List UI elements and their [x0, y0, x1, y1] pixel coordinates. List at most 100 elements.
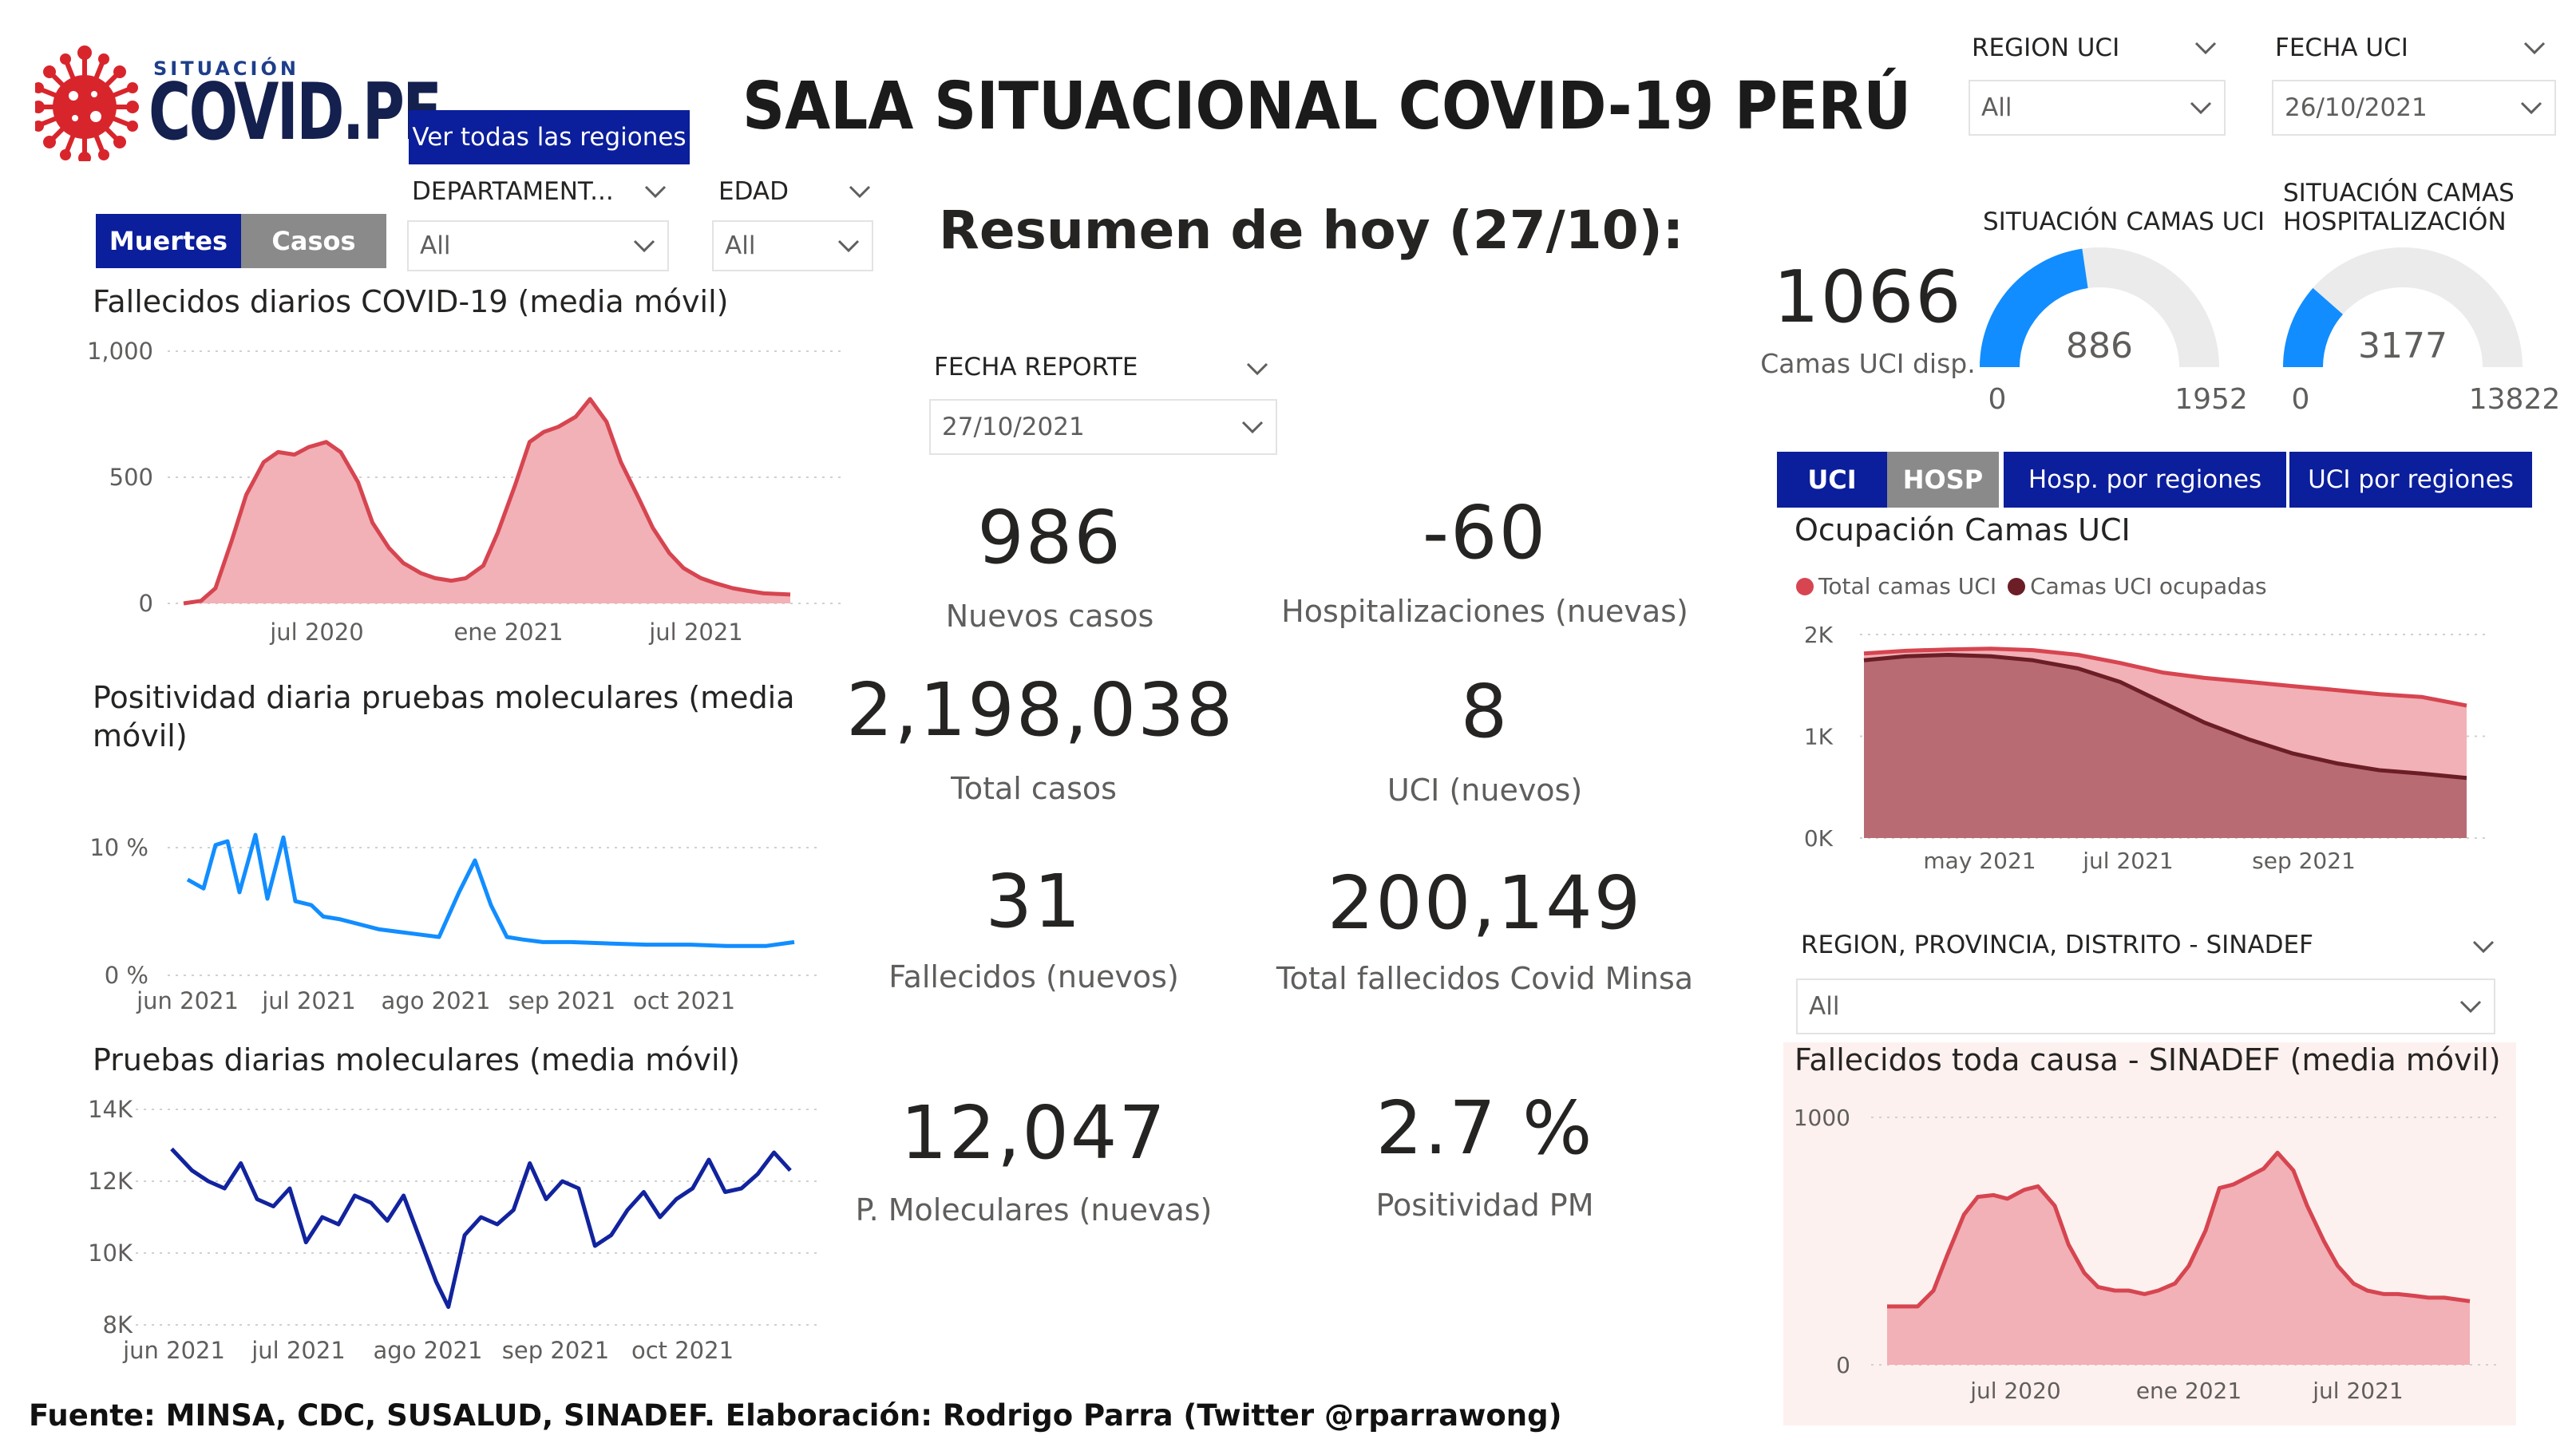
- y-tick-label: 12K: [88, 1168, 133, 1195]
- gauge-max: 13822: [2469, 383, 2561, 416]
- x-tick-label: jun 2021: [136, 987, 239, 1014]
- x-tick-label: sep 2021: [502, 1337, 609, 1364]
- chevron-down-icon[interactable]: [2471, 939, 2495, 955]
- logo-text: COVID.PE: [148, 67, 442, 158]
- ocupacion-chart-title: Ocupación Camas UCI: [1794, 512, 2131, 548]
- sinadef-chart-title: Fallecidos toda causa - SINADEF (media m…: [1794, 1042, 2501, 1077]
- edad-dropdown[interactable]: All: [712, 220, 873, 271]
- chevron-down-icon[interactable]: [2194, 40, 2218, 56]
- departamento-dropdown[interactable]: All: [407, 220, 669, 271]
- pruebas-nuevas-label: P. Moleculares (nuevas): [855, 1192, 1213, 1228]
- gauge-value: 886: [2066, 326, 2133, 366]
- uci-nuevos-value: 8: [1460, 669, 1510, 754]
- sinadef-slicer-label: REGION, PROVINCIA, DISTRITO - SINADEF: [1801, 931, 2313, 959]
- y-tick-label: 0K: [1804, 825, 1834, 852]
- x-tick-label: ago 2021: [382, 987, 491, 1014]
- x-tick-label: jun 2021: [122, 1337, 225, 1364]
- series-line: [1863, 646, 2467, 708]
- positividad-chart: 10 % 0 %jun 2021 jul 2021 ago 2021 sep 2021 o…: [89, 832, 822, 1014]
- total-fallecidos-label: Total fallecidos Covid Minsa: [1276, 961, 1694, 996]
- camas-uci-value: 1066: [1773, 255, 1963, 339]
- x-tick-label: sep 2021: [508, 987, 615, 1014]
- nuevos-casos-value: 986: [977, 495, 1122, 580]
- y-tick-label: 1,000: [87, 338, 153, 365]
- gauge-min: 0: [1988, 383, 2007, 416]
- hosp-regiones-button[interactable]: Hosp. por regiones: [2004, 452, 2286, 508]
- gauge-fill: [2283, 287, 2343, 367]
- legend-dot-icon: [1796, 577, 1814, 595]
- series-line: [183, 397, 791, 606]
- series-line: [186, 832, 795, 948]
- total-casos-label: Total casos: [951, 771, 1117, 806]
- uci-nuevos-label: UCI (nuevos): [1387, 773, 1583, 808]
- footer-source: Fuente: MINSA, CDC, SUSALUD, SINADEF. El…: [29, 1398, 1562, 1433]
- sinadef-dropdown[interactable]: All: [1796, 979, 2495, 1034]
- y-tick-label: 0 %: [105, 962, 148, 989]
- ocupacion-legend: Total camas UCI Camas UCI ocupadas: [1796, 573, 2267, 599]
- uci-toggle[interactable]: UCI: [1777, 452, 1887, 508]
- pruebas-nuevas-value: 12,047: [900, 1090, 1167, 1176]
- legend-ocupadas-uci: Camas UCI ocupadas: [2030, 573, 2267, 599]
- region-uci-value: All: [1981, 93, 2012, 122]
- fecha-uci-dropdown[interactable]: 26/10/2021: [2272, 80, 2556, 136]
- fecha-uci-value: 26/10/2021: [2285, 93, 2428, 122]
- x-tick-label: ago 2021: [374, 1337, 483, 1364]
- x-tick-label: oct 2021: [633, 987, 735, 1014]
- chevron-down-icon[interactable]: [848, 184, 872, 200]
- x-tick-label: sep 2021: [2252, 848, 2356, 874]
- gauge-min: 0: [2292, 383, 2310, 416]
- fecha-reporte-dropdown[interactable]: 27/10/2021: [929, 399, 1277, 455]
- hospitalizaciones-value: -60: [1422, 490, 1548, 575]
- logo-subtitle: SITUACIÓN: [153, 57, 299, 80]
- chevron-down-icon[interactable]: [2523, 40, 2546, 56]
- gauge-track: [2283, 247, 2523, 367]
- y-tick-label: 0: [1836, 1352, 1850, 1378]
- chevron-down-icon: [837, 239, 860, 253]
- x-tick-label: ene 2021: [453, 619, 563, 646]
- fecha-reporte-label: FECHA REPORTE: [934, 353, 1138, 382]
- all-regions-button[interactable]: Ver todas las regiones: [409, 110, 690, 164]
- x-tick-label: may 2021: [1923, 848, 2036, 874]
- muertes-toggle[interactable]: Muertes: [96, 214, 241, 268]
- x-tick-label: jul 2021: [251, 1337, 346, 1364]
- positividad-pm-label: Positividad PM: [1375, 1188, 1594, 1223]
- legend-total-uci: Total camas UCI: [1818, 573, 1997, 599]
- casos-toggle[interactable]: Casos: [241, 214, 386, 268]
- total-fallecidos-value: 200,149: [1327, 860, 1643, 946]
- chevron-down-icon: [2459, 1000, 2482, 1014]
- ocupacion-chart: 2K 1K 0K may 2021 jul 2021 sep 2021: [1804, 622, 2491, 874]
- y-tick-label: 8K: [103, 1311, 133, 1338]
- resumen-title: Resumen de hoy (27/10):: [939, 200, 1684, 261]
- departamento-value: All: [420, 231, 451, 260]
- x-tick-label: ene 2021: [2136, 1378, 2242, 1404]
- gauge-uci-title-text: SITUACIÓN CAMAS UCI: [1983, 208, 2265, 236]
- chevron-down-icon[interactable]: [1245, 361, 1269, 377]
- gauge-uci-title: SITUACIÓN CAMAS UCI: [1983, 208, 2265, 236]
- virus-logo-icon: [35, 45, 139, 161]
- positividad-pm-value: 2.7 %: [1375, 1085, 1594, 1171]
- y-tick-label: 1K: [1804, 724, 1834, 750]
- chevron-down-icon[interactable]: [643, 184, 667, 200]
- y-tick-label: 500: [109, 464, 153, 491]
- y-tick-label: 2K: [1804, 622, 1834, 648]
- region-uci-label: REGION UCI: [1972, 34, 2120, 62]
- y-tick-label: 14K: [88, 1096, 133, 1123]
- area-fill: [184, 399, 790, 603]
- total-casos-value: 2,198,038: [846, 667, 1235, 753]
- chevron-down-icon: [633, 239, 655, 253]
- uci-regiones-button[interactable]: UCI por regiones: [2289, 452, 2532, 508]
- region-uci-dropdown[interactable]: All: [1969, 80, 2226, 136]
- x-tick-label: jul 2021: [2082, 848, 2173, 874]
- fallecidos-chart-title: Fallecidos diarios COVID-19 (media móvil…: [93, 284, 729, 319]
- gauge-hosp-title-line1: SITUACIÓN CAMAS: [2283, 179, 2515, 208]
- gauge-hosp: 3177 0 13822: [2283, 247, 2561, 416]
- series-line: [170, 1147, 792, 1309]
- edad-value: All: [725, 231, 756, 260]
- area-fill: [1864, 654, 2467, 838]
- x-tick-label: jul 2020: [1969, 1378, 2060, 1404]
- y-tick-label: 0: [139, 590, 153, 617]
- y-tick-label: 1000: [1794, 1105, 1850, 1131]
- hosp-toggle[interactable]: HOSP: [1887, 452, 1999, 508]
- chevron-down-icon: [2520, 101, 2542, 115]
- chevron-down-icon: [1241, 421, 1264, 434]
